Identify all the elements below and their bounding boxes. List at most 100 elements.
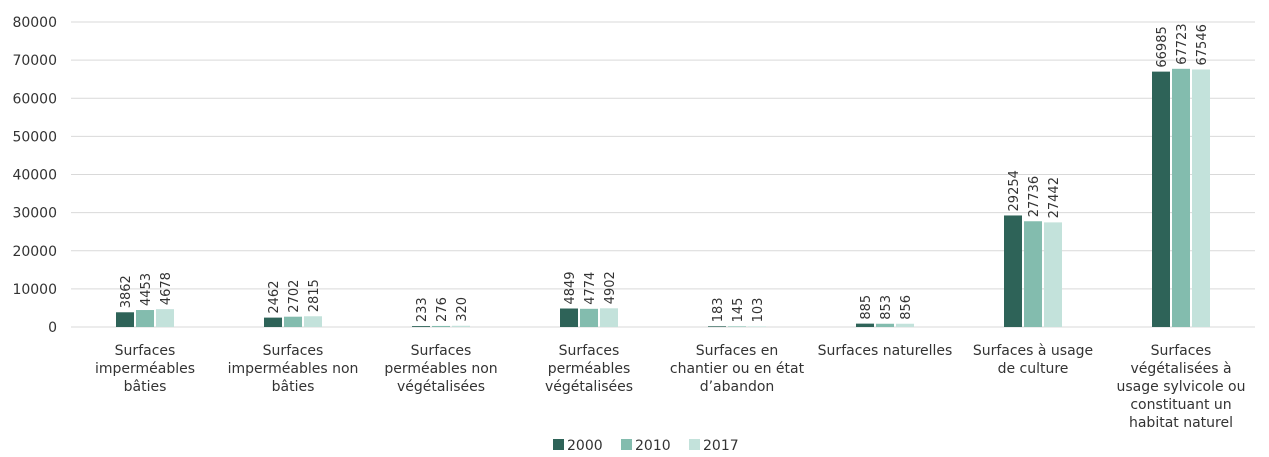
x-category-label-line: constituant un: [1130, 397, 1231, 413]
legend-swatch: [621, 439, 632, 450]
data-label: 4849: [563, 271, 578, 304]
y-tick-label: 40000: [12, 168, 57, 184]
bar: [432, 325, 450, 327]
bar: [1192, 69, 1210, 328]
x-category-label: Surfaces à usage de culture: [973, 343, 1093, 377]
y-tick-label: 60000: [12, 91, 57, 107]
data-label: 853: [879, 295, 894, 320]
x-category-label-line: végétalisées: [545, 379, 633, 395]
x-category-label-line: chantier ou en état: [670, 361, 805, 377]
data-label: 4774: [583, 272, 598, 305]
data-label: 67723: [1175, 23, 1190, 64]
data-label: 856: [899, 295, 914, 320]
y-tick-label: 80000: [12, 15, 57, 31]
x-category-label: Surfaces en chantier ou en état d’abandon: [670, 343, 805, 395]
data-label: 3862: [119, 275, 134, 308]
bar: [284, 316, 302, 327]
x-category-label-line: Surfaces: [559, 343, 620, 359]
bar: [1172, 68, 1190, 327]
x-category-label-line: perméables: [548, 361, 631, 377]
y-tick-label: 50000: [12, 129, 57, 145]
legend-swatch: [689, 439, 700, 450]
y-tick-label: 20000: [12, 244, 57, 260]
bar: [1152, 71, 1170, 327]
data-label: 67546: [1195, 24, 1210, 65]
data-label: 4453: [139, 273, 154, 306]
bar: [728, 326, 746, 327]
bar: [876, 323, 894, 327]
x-category-label: Surfaces imperméables bâties: [95, 343, 195, 395]
data-labels: 3862 4453 4678 2462 2702 2815 233 276 320 4849 477…: [119, 23, 1210, 322]
data-label: 320: [455, 297, 470, 322]
y-tick-label: 70000: [12, 53, 57, 69]
legend-swatch: [553, 439, 564, 450]
bar: [136, 310, 154, 327]
bar: [264, 317, 282, 327]
x-axis-category-labels: Surfaces imperméables bâties Surfaces imperm…: [95, 343, 1246, 431]
x-category-label-line: perméables non: [384, 361, 497, 377]
data-label: 233: [415, 297, 430, 322]
data-label: 27736: [1027, 176, 1042, 217]
bar: [1044, 222, 1062, 327]
x-category-label: Surfaces perméables non végétalisées: [384, 343, 497, 395]
bar: [600, 308, 618, 327]
x-category-label: Surfaces végétalisées à usage sylvicole ou…: [1117, 343, 1246, 431]
x-category-label-line: végétalisées: [397, 379, 485, 395]
data-label: 2702: [287, 280, 302, 313]
legend: 2000 2010 2017: [553, 438, 739, 454]
bar: [156, 309, 174, 327]
x-category-label-line: d’abandon: [700, 379, 775, 395]
x-category-label-line: habitat naturel: [1129, 415, 1233, 431]
legend-label: 2010: [635, 438, 671, 454]
data-label: 4678: [159, 272, 174, 305]
bar: [304, 316, 322, 327]
bar: [560, 308, 578, 327]
x-category-label: Surfaces perméables végétalisées: [545, 343, 633, 395]
x-category-label-line: Surfaces: [1151, 343, 1212, 359]
data-label: 4902: [603, 271, 618, 304]
x-category-label-line: Surfaces naturelles: [818, 343, 953, 359]
x-category-label-line: Surfaces en: [696, 343, 779, 359]
data-label: 183: [711, 297, 726, 322]
data-label: 103: [751, 298, 766, 323]
bar: [896, 323, 914, 327]
data-label: 145: [731, 298, 746, 323]
data-label: 27442: [1047, 177, 1062, 218]
data-label: 2462: [267, 281, 282, 314]
x-category-label-line: imperméables: [95, 361, 195, 377]
x-category-label: Surfaces imperméables non bâties: [228, 343, 359, 395]
x-category-label-line: imperméables non: [228, 361, 359, 377]
x-category-label-line: de culture: [998, 361, 1069, 377]
x-category-label: Surfaces naturelles: [818, 343, 953, 359]
bar: [580, 308, 598, 327]
bar: [748, 326, 766, 327]
x-category-label-line: Surfaces: [263, 343, 324, 359]
y-tick-label: 30000: [12, 206, 57, 222]
data-label: 885: [859, 295, 874, 320]
x-category-label-line: usage sylvicole ou: [1117, 379, 1246, 395]
x-category-label-line: Surfaces: [411, 343, 472, 359]
y-tick-label: 0: [48, 320, 57, 336]
x-category-label-line: Surfaces à usage: [973, 343, 1093, 359]
legend-label: 2017: [703, 438, 739, 454]
y-axis-tick-labels: 0 10000 20000 30000 40000 50000 60000 70000 8000…: [12, 15, 57, 336]
data-label: 29254: [1007, 170, 1022, 211]
bar: [1004, 215, 1022, 327]
bar: [1024, 221, 1042, 327]
y-tick-label: 10000: [12, 282, 57, 298]
legend-label: 2000: [567, 438, 603, 454]
data-label: 2815: [307, 279, 322, 312]
bar: [856, 323, 874, 327]
x-category-label-line: Surfaces: [115, 343, 176, 359]
bars: [116, 68, 1210, 328]
x-category-label-line: bâties: [124, 379, 167, 395]
bar: [452, 325, 470, 327]
gridlines: [71, 21, 1255, 328]
bar: [708, 326, 726, 327]
bar: [116, 312, 134, 327]
x-category-label-line: végétalisées à: [1130, 361, 1231, 377]
data-label: 66985: [1155, 26, 1170, 67]
data-label: 276: [435, 297, 450, 322]
x-category-label-line: bâties: [272, 379, 315, 395]
